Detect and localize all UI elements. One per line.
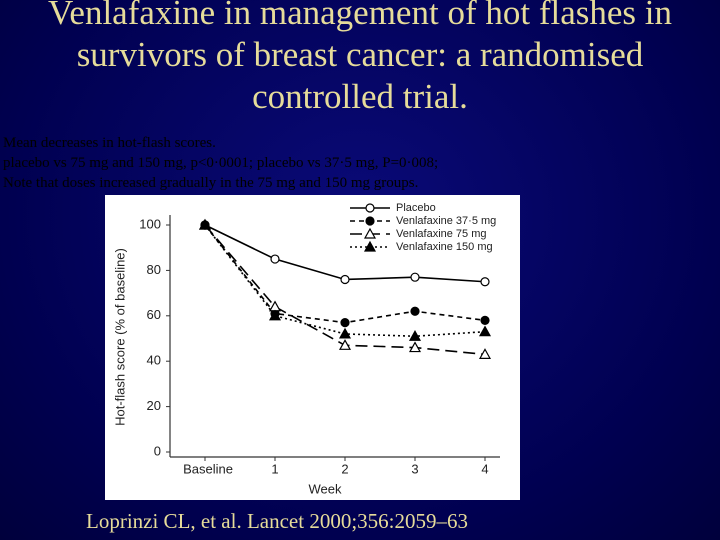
legend-label: Venlafaxine 150 mg [396, 241, 493, 253]
note: Note that doses increased gradually in t… [3, 175, 419, 191]
data-point [270, 254, 280, 264]
data-point [410, 272, 420, 282]
legend-marker [365, 203, 375, 213]
y-tick-label: 100 [139, 216, 161, 231]
data-point [198, 218, 212, 230]
y-tick-label: 20 [147, 398, 161, 413]
data-point [268, 309, 282, 321]
x-tick-label: 3 [411, 461, 418, 476]
legend-label: Venlafaxine 37·5 mg [396, 215, 496, 227]
legend-marker [363, 240, 377, 252]
data-point [410, 306, 420, 316]
y-tick-label: 0 [154, 443, 161, 458]
data-point [478, 325, 492, 337]
data-point [408, 329, 422, 341]
data-point [478, 348, 492, 359]
data-point [480, 315, 490, 325]
data-point [338, 339, 352, 350]
legend-marker [365, 216, 375, 226]
legend-label: Placebo [396, 202, 436, 214]
legend-label: Venlafaxine 75 mg [396, 228, 487, 240]
chart: Hot-flash score (% of baseline) Week 0 20… [105, 195, 520, 500]
slide-title: Venlafaxine in management of hot flashes… [48, 0, 672, 116]
data-point [408, 341, 422, 353]
data-point [340, 318, 350, 328]
x-tick-label: 1 [271, 461, 278, 476]
x-axis-label: Week [309, 481, 342, 496]
notes: Mean decreases in hot-flash scores. plac… [3, 133, 438, 193]
data-point [338, 327, 352, 339]
data-point [268, 300, 282, 312]
x-tick-label: Baseline [183, 461, 233, 476]
y-tick-label: 40 [147, 353, 161, 368]
legend-marker [363, 227, 377, 239]
citation: Loprinzi CL, et al. Lancet 2000;356:2059… [86, 509, 468, 533]
data-point [480, 277, 490, 287]
x-tick-label: 4 [481, 461, 488, 476]
y-tick-label: 80 [147, 262, 161, 277]
data-point [340, 274, 350, 285]
note: placebo vs 75 mg and 150 mg, p<0·0001; p… [3, 155, 439, 171]
x-tick-label: 2 [341, 461, 348, 476]
y-axis-label: Hot-flash score (% of baseline) [112, 248, 127, 426]
y-tick-label: 60 [147, 307, 161, 322]
note: Mean decreases in hot-flash scores. [3, 135, 216, 151]
